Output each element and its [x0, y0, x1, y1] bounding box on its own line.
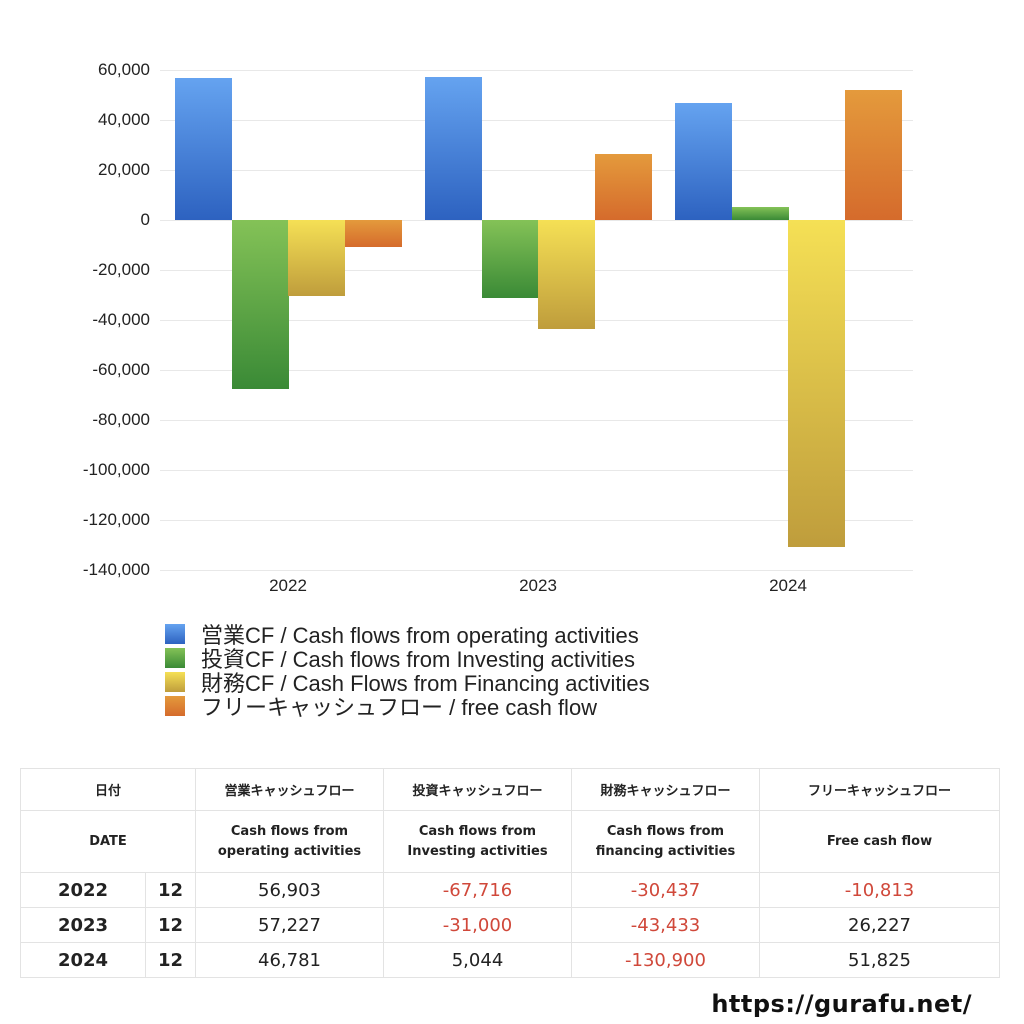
cell-free: 51,825: [759, 942, 1000, 978]
x-tick-label: 2022: [269, 576, 307, 595]
gridline: [160, 570, 913, 571]
cell-operating: 57,227: [195, 907, 384, 943]
header-date-en: DATE: [20, 810, 196, 873]
cell-investing: 5,044: [383, 942, 572, 978]
cell-investing: -31,000: [383, 907, 572, 943]
cell-operating: 56,903: [195, 872, 384, 908]
legend-label: 営業CF / Cash flows from operating activit…: [201, 623, 639, 648]
cell-year: 2022: [20, 872, 146, 908]
y-tick-label: 60,000: [98, 60, 150, 79]
legend-label: フリーキャッシュフロー / free cash flow: [201, 695, 598, 720]
table-row: 2022 12 56,903 -67,716 -30,437 -10,813: [20, 872, 1000, 908]
cell-month: 12: [145, 942, 196, 978]
bar-series-1-2022: [231, 220, 289, 390]
header-free-en: Free cash flow: [759, 810, 1000, 873]
cell-financing: -30,437: [571, 872, 760, 908]
y-tick-label: -120,000: [82, 510, 150, 529]
legend-label: 投資CF / Cash flows from Investing activit…: [201, 647, 636, 672]
cell-financing: -130,900: [571, 942, 760, 978]
header-investing-en: Cash flows from Investing activities: [383, 810, 572, 873]
x-tick-label: 2024: [769, 576, 807, 595]
bar-series-0-2023: [425, 76, 482, 220]
table-header-en: DATE Cash flows from operating activitie…: [20, 810, 1000, 873]
header-investing-jp: 投資キャッシュフロー: [383, 768, 572, 811]
gridline: [160, 70, 913, 71]
table-row: 2023 12 57,227 -31,000 -43,433 26,227: [20, 907, 1000, 943]
bar-series-2-2022: [288, 220, 345, 297]
bar-series-0-2024: [675, 103, 732, 220]
x-tick-label: 2023: [519, 576, 557, 595]
gridline: [160, 470, 913, 471]
gridline: [160, 370, 913, 371]
bar-series-2-2024: [788, 220, 845, 548]
table-row: 2024 12 46,781 5,044 -130,900 51,825: [20, 942, 1000, 978]
bar-series-1-2023: [481, 220, 539, 298]
cell-investing: -67,716: [383, 872, 572, 908]
legend-item: 営業CF / Cash flows from operating activit…: [165, 622, 650, 648]
legend-label: 財務CF / Cash Flows from Financing activit…: [201, 671, 650, 696]
bar-series-0-2022: [175, 77, 232, 220]
cell-month: 12: [145, 907, 196, 943]
legend-item: 投資CF / Cash flows from Investing activit…: [165, 646, 650, 672]
header-free-jp: フリーキャッシュフロー: [759, 768, 1000, 811]
header-operating-jp: 営業キャッシュフロー: [195, 768, 384, 811]
cell-free: -10,813: [759, 872, 1000, 908]
cash-flow-bar-chart: 60,000 40,000 20,000 0 -20,000 -40,000 -60,000…: [82, 60, 913, 595]
y-tick-label: -140,000: [82, 560, 150, 579]
table-header-jp: 日付 営業キャッシュフロー 投資キャッシュフロー 財務キャッシュフロー フリーキ…: [20, 768, 1000, 811]
cell-financing: -43,433: [571, 907, 760, 943]
gridline: [160, 120, 913, 121]
y-tick-label: 20,000: [98, 160, 150, 179]
header-date-jp: 日付: [20, 768, 196, 811]
y-tick-label: -80,000: [92, 410, 150, 429]
y-tick-label: -60,000: [92, 360, 150, 379]
legend-swatch-icon: [165, 648, 185, 668]
y-tick-label: -40,000: [92, 310, 150, 329]
legend-item: 財務CF / Cash Flows from Financing activit…: [165, 670, 650, 696]
header-financing-en: Cash flows from financing activities: [571, 810, 760, 873]
legend-swatch-icon: [165, 672, 185, 692]
legend: 営業CF / Cash flows from operating activit…: [165, 622, 650, 720]
bar-series-3-2022: [344, 220, 402, 248]
cell-free: 26,227: [759, 907, 1000, 943]
gridline: [160, 170, 913, 171]
y-tick-label: -100,000: [82, 460, 150, 479]
bar-series-2-2023: [538, 220, 595, 329]
cell-year: 2024: [20, 942, 146, 978]
cell-year: 2023: [20, 907, 146, 943]
cash-flow-table: 日付 営業キャッシュフロー 投資キャッシュフロー 財務キャッシュフロー フリーキ…: [20, 768, 1000, 978]
gridline: [160, 320, 913, 321]
cell-month: 12: [145, 872, 196, 908]
gridline: [160, 520, 913, 521]
y-tick-label: 40,000: [98, 110, 150, 129]
bar-series-1-2024: [731, 207, 789, 220]
legend-item: フリーキャッシュフロー / free cash flow: [165, 694, 650, 720]
header-financing-jp: 財務キャッシュフロー: [571, 768, 760, 811]
legend-swatch-icon: [165, 624, 185, 644]
legend-swatch-icon: [165, 696, 185, 716]
table-body: 2022 12 56,903 -67,716 -30,437 -10,813 2023 12 5…: [20, 872, 1000, 978]
bar-series-3-2024: [844, 90, 902, 220]
gridline: [160, 420, 913, 421]
y-tick-label: 0: [140, 210, 150, 229]
site-url: https://gurafu.net/: [711, 990, 972, 1018]
header-operating-en: Cash flows from operating activities: [195, 810, 384, 873]
cell-operating: 46,781: [195, 942, 384, 978]
bar-series-3-2023: [594, 154, 652, 220]
y-tick-label: -20,000: [92, 260, 150, 279]
